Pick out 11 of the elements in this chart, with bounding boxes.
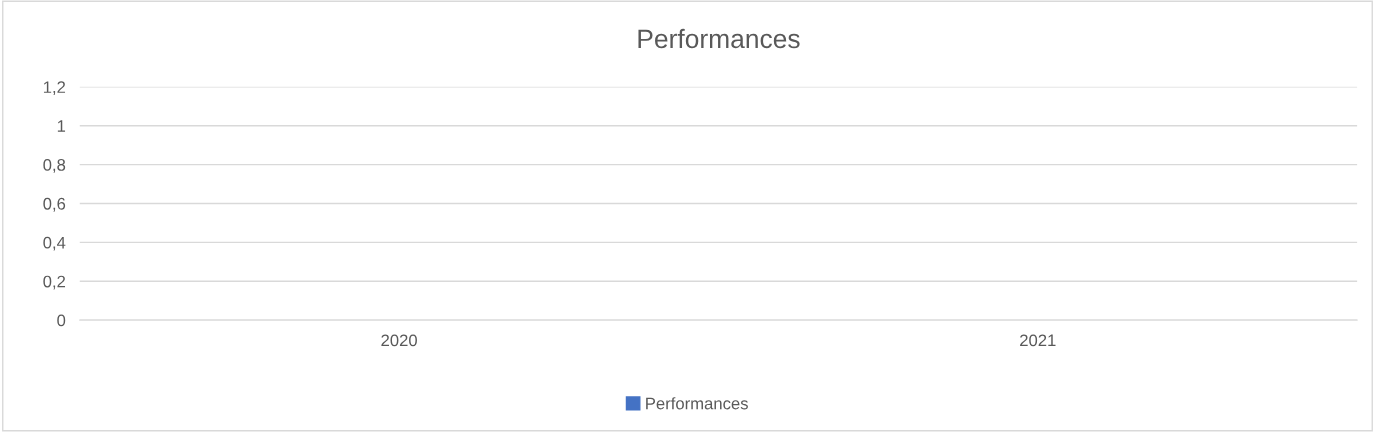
legend-label: Performances — [646, 397, 748, 410]
y-tick-label: 0,8 — [43, 158, 66, 173]
y-tick-label: 0 — [57, 314, 66, 327]
y-tick-label: 0,6 — [43, 197, 66, 212]
y-tick-label: 1 — [57, 120, 66, 132]
x-tick-label: 2021 — [1020, 334, 1056, 347]
y-tick-label: 0,2 — [43, 275, 66, 290]
chart-title: Performances — [638, 28, 800, 49]
y-tick-label: 1,2 — [43, 81, 66, 95]
x-tick-label: 2020 — [381, 334, 417, 347]
y-tick-label: 0,4 — [43, 236, 66, 251]
